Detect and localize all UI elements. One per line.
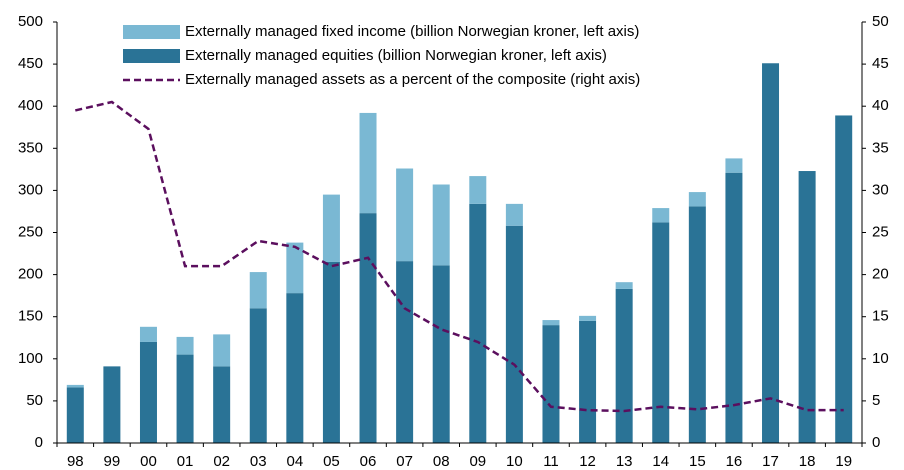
bar [359, 213, 377, 443]
bar [688, 192, 706, 207]
y2-tick-label: 30 [872, 181, 889, 198]
bar [66, 384, 84, 388]
bar [688, 206, 706, 443]
bar [542, 325, 560, 443]
bar [66, 387, 84, 443]
x-tick-label: 03 [250, 453, 267, 470]
x-tick-label: 15 [689, 453, 706, 470]
y2-tick-label: 0 [872, 434, 880, 451]
bar [139, 326, 157, 342]
x-tick-label: 17 [762, 453, 779, 470]
bar [213, 366, 231, 443]
x-tick-label: 08 [433, 453, 450, 470]
x-tick-label: 05 [323, 453, 340, 470]
x-tick-label: 02 [213, 453, 230, 470]
bar [396, 261, 414, 443]
x-tick-label: 19 [835, 453, 852, 470]
bar [286, 242, 304, 294]
y-tick-label: 250 [18, 223, 43, 240]
y-tick-label: 0 [35, 434, 43, 451]
bar [432, 184, 450, 266]
bar [835, 115, 853, 443]
bar [286, 293, 304, 443]
y-tick-label: 100 [18, 350, 43, 367]
legend-label: Externally managed assets as a percent o… [185, 71, 640, 88]
x-tick-label: 11 [543, 453, 559, 470]
bar [615, 288, 633, 443]
bar [762, 63, 780, 444]
y-tick-label: 500 [18, 13, 43, 30]
bar [469, 176, 487, 204]
y-tick-label: 200 [18, 266, 43, 283]
bar [469, 203, 487, 443]
line [75, 100, 844, 413]
x-tick-label: 00 [140, 453, 157, 470]
bar [322, 194, 340, 262]
bar [249, 272, 267, 309]
y-tick-label: 150 [18, 308, 43, 325]
bar [176, 336, 194, 355]
y-tick-label: 450 [18, 55, 43, 72]
y2-tick-label: 40 [872, 97, 889, 114]
y2-tick-label: 5 [872, 392, 880, 409]
bar [213, 334, 231, 367]
bar [103, 366, 121, 443]
x-tick-label: 18 [799, 453, 816, 470]
x-tick-label: 07 [396, 453, 413, 470]
x-tick-label: 16 [726, 453, 743, 470]
bar [798, 171, 816, 443]
bar [176, 354, 194, 443]
y2-tick-label: 10 [872, 350, 889, 367]
x-tick-label: 99 [104, 453, 121, 470]
bar [725, 172, 743, 443]
y2-tick-label: 20 [872, 266, 889, 283]
bar [396, 168, 414, 262]
x-tick-label: 10 [506, 453, 523, 470]
bar [652, 208, 670, 223]
bar [249, 308, 267, 443]
x-tick-label: 98 [67, 453, 84, 470]
legend-bg [118, 20, 738, 92]
bar [615, 282, 633, 289]
bar [725, 158, 743, 173]
bar [542, 320, 560, 326]
x-tick-label: 01 [177, 453, 194, 470]
bar [579, 320, 597, 443]
y2-tick-label: 50 [872, 13, 889, 30]
bar [432, 265, 450, 443]
legend-swatch [123, 49, 180, 63]
y-tick-label: 350 [18, 139, 43, 156]
bar [505, 225, 523, 443]
x-tick-label: 13 [616, 453, 633, 470]
legend-swatch [123, 25, 180, 39]
x-tick-label: 04 [286, 453, 303, 470]
y2-tick-label: 15 [872, 308, 889, 325]
y-tick-label: 400 [18, 97, 43, 114]
y2-tick-label: 25 [872, 223, 889, 240]
x-tick-label: 12 [579, 453, 596, 470]
x-tick-label: 09 [469, 453, 486, 470]
bar [322, 261, 340, 443]
legend-label: Externally managed fixed income (billion… [185, 23, 639, 40]
bar [139, 341, 157, 443]
bar [505, 203, 523, 226]
x-tick-label: 14 [652, 453, 669, 470]
y2-tick-label: 35 [872, 139, 889, 156]
x-tick-label: 06 [360, 453, 377, 470]
bar [579, 315, 597, 321]
bar [652, 222, 670, 443]
y2-tick-label: 45 [872, 55, 889, 72]
legend-label: Externally managed equities (billion Nor… [185, 47, 607, 64]
y-tick-label: 300 [18, 181, 43, 198]
bar [359, 112, 377, 214]
y-tick-label: 50 [26, 392, 43, 409]
